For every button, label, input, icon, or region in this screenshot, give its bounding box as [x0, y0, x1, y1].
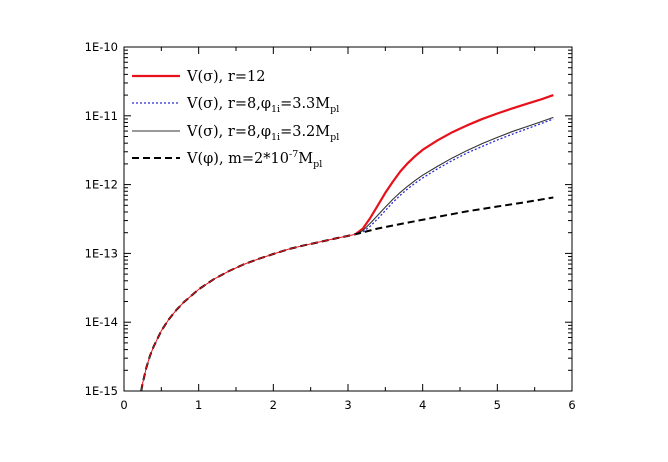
y-tick-label: 1E-15 — [85, 384, 118, 398]
x-tick-label: 5 — [494, 398, 501, 412]
y-tick-label: 1E-13 — [85, 246, 118, 260]
legend-entry-4: V(φ), m=2*10-7Mpl — [186, 149, 322, 170]
y-tick-label: 1E-10 — [85, 40, 118, 54]
series-line-4 — [140, 196, 554, 392]
x-tick-label: 0 — [120, 398, 127, 412]
x-tick-label: 1 — [195, 398, 202, 412]
legend-entry-1: V(σ), r=12 — [186, 69, 265, 85]
x-tick-label: 3 — [344, 398, 351, 412]
y-tick-label: 1E-14 — [85, 315, 118, 329]
series-line-3 — [355, 116, 554, 235]
y-axis: 1E-15 1E-14 1E-13 1E-12 1E-11 1E-10 — [85, 40, 572, 398]
x-axis: 0 1 2 3 4 5 6 — [120, 47, 576, 412]
legend-entry-2: V(σ), r=8,φ1i=3.3Mpl — [186, 96, 339, 115]
series-line-5 — [140, 233, 356, 392]
series-layer — [140, 94, 554, 392]
series-line-2 — [355, 118, 554, 235]
x-tick-label: 6 — [568, 398, 575, 412]
x-tick-label: 4 — [419, 398, 426, 412]
y-tick-label: 1E-11 — [85, 109, 118, 123]
series-line-1 — [354, 94, 554, 236]
legend: V(σ), r=12 V(σ), r=8,φ1i=3.3Mpl V(σ), r=8,… — [132, 69, 339, 170]
legend-entry-3: V(σ), r=8,φ1i=3.2Mpl — [186, 124, 339, 143]
y-tick-label: 1E-12 — [85, 178, 118, 192]
x-tick-label: 2 — [270, 398, 277, 412]
